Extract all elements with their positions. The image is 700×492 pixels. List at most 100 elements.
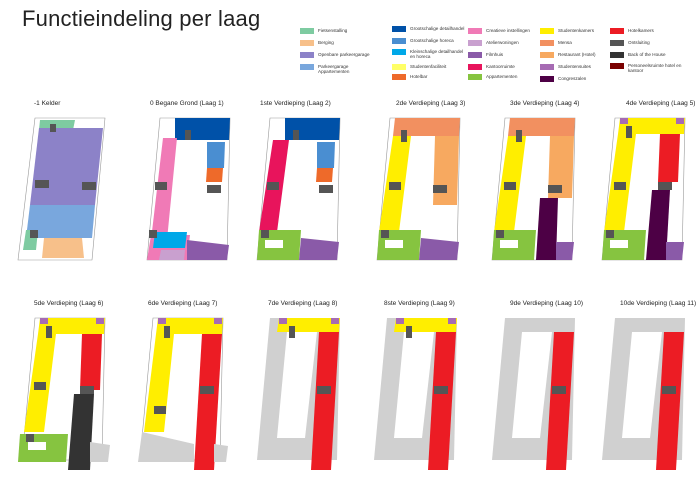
legend-swatch	[392, 64, 406, 70]
legend-swatch	[610, 40, 624, 46]
zone-ontsluiting	[552, 386, 566, 394]
legend-swatch	[392, 38, 406, 44]
zone-ontsluiting	[389, 182, 401, 190]
zone-ontsluiting	[155, 182, 167, 190]
zone-filmhuis	[187, 240, 229, 260]
legend-label: Appartementen	[486, 74, 518, 79]
legend-item-atelierwoningen: Atelierwoningen	[468, 40, 558, 46]
page-title: Functieindeling per laag	[22, 6, 261, 31]
zone-ontsluiting	[496, 230, 504, 238]
zone-hotelkamers	[658, 134, 680, 182]
zone-ontsluiting	[267, 182, 279, 190]
zone-grootschalige-horeca	[207, 142, 225, 168]
legend-label: Studentensuites	[558, 64, 591, 69]
zone-roof	[214, 444, 228, 462]
legend-swatch	[468, 40, 482, 46]
legend-label: Fietsenstalling	[318, 28, 348, 33]
legend-item-congreszalen: Congreszalen	[540, 76, 630, 82]
legend-label: Studentenfaciliteit	[410, 64, 447, 69]
zone-filmhuis	[556, 242, 574, 260]
legend-label: Ontsluiting	[628, 40, 650, 45]
legend-label: Berging	[318, 40, 334, 45]
zone-grootschalige-horeca	[317, 142, 335, 168]
floor-label-laag-10: 9de Verdieping (Laag 10)	[510, 300, 584, 307]
legend-swatch	[468, 64, 482, 70]
legend-swatch	[610, 63, 624, 69]
zone-ontsluiting	[434, 386, 448, 394]
zone-ontsluiting	[261, 230, 269, 238]
zone-ontsluiting	[207, 185, 221, 193]
zone-studentensuites	[158, 318, 166, 324]
legend-item-openbare-parkeergarage: Openbare parkeergarage	[300, 52, 390, 58]
zone-roof	[90, 442, 110, 462]
legend-swatch	[610, 52, 624, 58]
legend-item-grootschalige-detailhandel: Grootschalige detailhandel	[392, 26, 482, 32]
zone-ontsluiting	[401, 130, 407, 142]
legend-item-ontsluiting: Ontsluiting	[610, 40, 700, 46]
zone-void	[500, 240, 518, 248]
legend-label: Congreszalen	[558, 76, 587, 81]
legend-label: Mensa	[558, 40, 572, 45]
zone-ontsluiting	[614, 182, 626, 190]
legend-label: Kantoorruimte	[486, 64, 515, 69]
legend-item-parkeergarage-appartementen: Parkeergarage Appartementen	[300, 64, 390, 74]
legend-swatch	[540, 76, 554, 82]
zone-void	[610, 240, 628, 248]
zone-filmhuis	[419, 238, 459, 260]
zone-studentenkamers	[618, 118, 685, 134]
floor-plan-laag-7	[138, 317, 228, 470]
legend-item-studentenkamers: Studentenkamers	[540, 28, 630, 34]
legend-swatch	[300, 52, 314, 58]
zone-ontsluiting	[433, 185, 447, 193]
legend-item-studentenfaciliteit: Studentenfaciliteit	[392, 64, 482, 70]
legend-item-hotelkamers: Hotelkamers	[610, 28, 700, 34]
zone-ontsluiting	[164, 326, 170, 338]
legend-swatch	[468, 74, 482, 80]
zone-ontsluiting	[381, 230, 389, 238]
zone-studentenkamers	[38, 318, 105, 334]
zone-studentensuites	[96, 318, 104, 324]
legend: Fietsenstalling Berging Openbare parkeer…	[300, 26, 700, 86]
zone-grootschalige-detailhandel	[175, 118, 230, 140]
zone-hotelkamers	[311, 332, 339, 470]
zone-ontsluiting	[516, 130, 522, 142]
legend-label: Parkeergarage Appartementen	[318, 64, 350, 75]
legend-label: Grootschalige detailhandel	[410, 26, 465, 31]
zone-ontsluiting	[293, 130, 299, 140]
floor-label-laag-3: 2de Verdieping (Laag 3)	[396, 100, 466, 107]
zone-hotelkamers	[546, 332, 574, 470]
floor-label-laag-6: 5de Verdieping (Laag 6)	[34, 300, 104, 307]
zone-ontsluiting	[80, 386, 94, 394]
legend-item-grootschalige-horeca: Grootschalige horeca	[392, 38, 482, 44]
legend-swatch	[300, 40, 314, 46]
zone-studentenkamers	[156, 318, 223, 334]
floor-plan-laag-2	[256, 117, 341, 261]
legend-item-kantoorruimte: Kantoorruimte	[468, 64, 558, 70]
floor-plan-kelder	[17, 117, 106, 261]
zone-atelierwoningen	[159, 250, 185, 260]
legend-label: Back of the House	[628, 52, 666, 57]
floor-plan-laag-11	[602, 318, 685, 470]
zone-ontsluiting	[662, 386, 676, 394]
zone-ontsluiting	[185, 130, 191, 140]
legend-item-fietsenstalling: Fietsenstalling	[300, 28, 390, 34]
floor-plan-laag-3	[376, 117, 461, 261]
zone-studentensuites	[620, 118, 628, 124]
zone-studentenkamers	[144, 334, 174, 432]
zone-filmhuis	[666, 242, 684, 260]
floor-label-laag-8: 7de Verdieping (Laag 8)	[268, 300, 338, 307]
floor-label-laag-7: 6de Verdieping (Laag 7)	[148, 300, 218, 307]
zone-ontsluiting	[46, 326, 52, 338]
legend-item-filmhuis: Filmhuis	[468, 52, 558, 58]
floor-label-laag-9: 8ste Verdieping (Laag 9)	[384, 300, 455, 307]
zone-studentensuites	[396, 318, 404, 324]
legend-item-personeelsruimte: Personeelsruimte hotel en kantoor	[610, 63, 700, 73]
legend-label: Restaurant (Hotel)	[558, 52, 596, 57]
legend-item-back-of-the-house: Back of the House	[610, 52, 700, 58]
zone-berging	[42, 238, 84, 258]
floor-plan-laag-8	[257, 318, 340, 470]
legend-swatch	[468, 28, 482, 34]
legend-label: Kleinschalige detailhandel en horeca	[410, 49, 464, 60]
zone-ontsluiting	[606, 230, 614, 238]
zone-roof	[138, 432, 194, 462]
